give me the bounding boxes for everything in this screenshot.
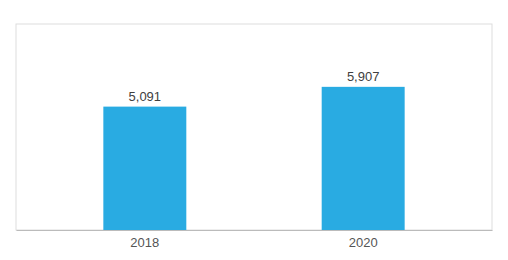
x-axis-line	[17, 230, 493, 231]
x-tick: 2018	[130, 230, 159, 250]
data-labels: 5,091 5,907	[129, 69, 380, 104]
x-tick-label: 2018	[130, 235, 159, 250]
plot-frame	[16, 24, 492, 230]
x-axis: 2018 2020	[17, 230, 493, 250]
bars	[103, 87, 404, 230]
bar	[322, 87, 405, 230]
data-label: 5,907	[347, 69, 380, 84]
plot: 2018 2020 5,091 5,907	[16, 24, 493, 250]
chart: 2018 2020 5,091 5,907	[0, 0, 508, 260]
x-tick-label: 2020	[349, 235, 378, 250]
data-label: 5,091	[129, 89, 162, 104]
bar	[103, 107, 186, 230]
x-tick: 2020	[349, 230, 378, 250]
